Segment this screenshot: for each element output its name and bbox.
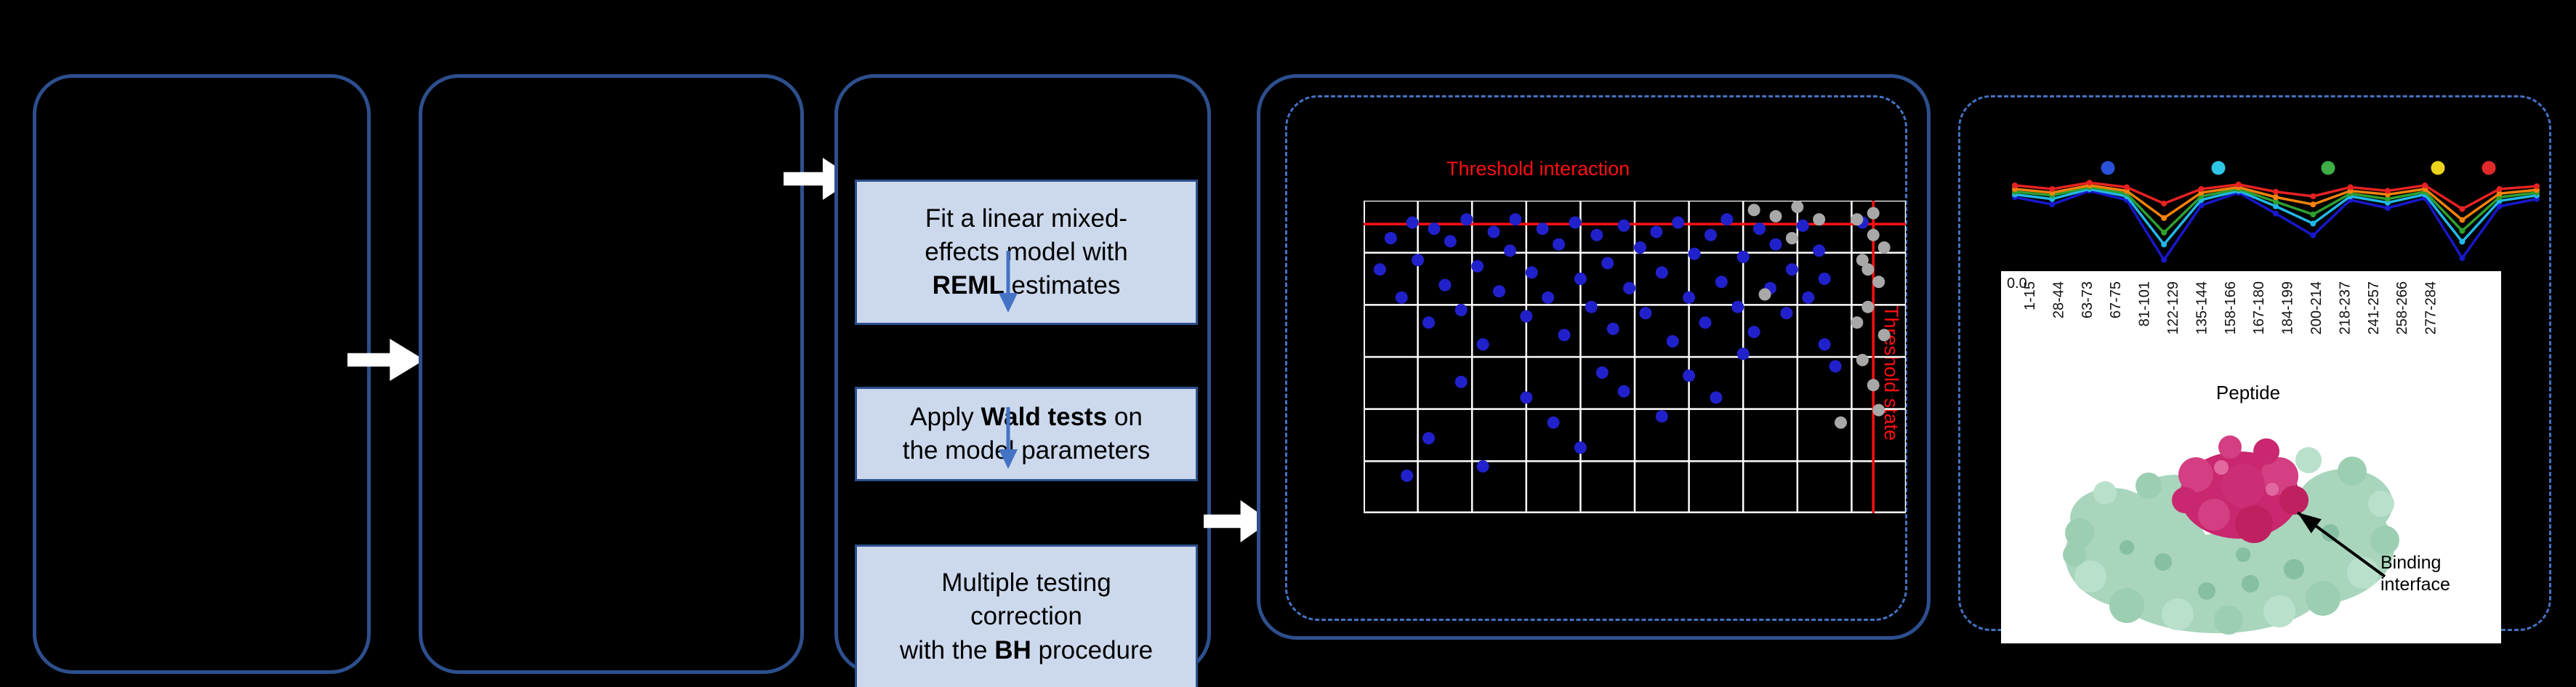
svg-text:158-166: 158-166 <box>2223 281 2239 334</box>
uptake-line-plot <box>2012 161 2540 263</box>
svg-text:200-214: 200-214 <box>2309 281 2325 334</box>
svg-text:241-257: 241-257 <box>2366 281 2382 334</box>
svg-text:218-237: 218-237 <box>2337 281 2353 334</box>
binding-interface-region <box>2172 435 2309 543</box>
svg-text:81-101: 81-101 <box>2137 281 2153 326</box>
peptide-panel: 0.0 1-15 28-44 63-73 67-75 81-101 122-129 135-… <box>2001 271 2501 643</box>
csv-file-box: X CSV <box>419 74 1178 674</box>
modeling-steps-box: Fit a linear mixed-effects model with REM… <box>834 74 1211 687</box>
svg-text:67-75: 67-75 <box>2108 281 2124 318</box>
step-wald-tests: Apply Wald tests on the model parameters <box>855 387 1198 481</box>
binding-interface-label: Binding interface <box>2380 553 2450 595</box>
svg-text:122-129: 122-129 <box>2165 281 2181 334</box>
svg-text:167-180: 167-180 <box>2251 281 2267 334</box>
step-multiple-testing: Multiple testing correction with the BH pr… <box>855 545 1198 687</box>
svg-text:28-44: 28-44 <box>2050 281 2066 318</box>
peptide-axis-labels: 1-15 28-44 63-73 67-75 81-101 122-129 135-144 1… <box>2022 281 2439 334</box>
svg-text:258-266: 258-266 <box>2394 281 2410 334</box>
svg-text:135-144: 135-144 <box>2194 281 2210 334</box>
svg-text:184-199: 184-199 <box>2280 281 2296 334</box>
protein-structure-image <box>2063 435 2399 635</box>
threshold-state-label: Threshold state <box>1880 305 1902 441</box>
flow-arrow-down-icon <box>999 407 1018 469</box>
svg-text:1-15: 1-15 <box>2022 281 2038 310</box>
y-axis-tick: 0.0 <box>2007 276 2027 292</box>
scatter-plot <box>1364 201 1906 513</box>
scatter-dashed-frame <box>1285 95 1907 621</box>
peptide-axis-title: Peptide <box>2215 382 2281 403</box>
svg-text:277-284: 277-284 <box>2423 281 2439 334</box>
protein-surface <box>2063 447 2399 635</box>
step-fit-model: Fit a linear mixed-effects model with REM… <box>855 180 1198 325</box>
svg-text:63-73: 63-73 <box>2080 281 2096 318</box>
input-data-box <box>33 74 371 674</box>
flow-arrow-down-icon <box>999 251 1018 313</box>
threshold-interaction-label: Threshold interaction <box>1446 158 1630 180</box>
